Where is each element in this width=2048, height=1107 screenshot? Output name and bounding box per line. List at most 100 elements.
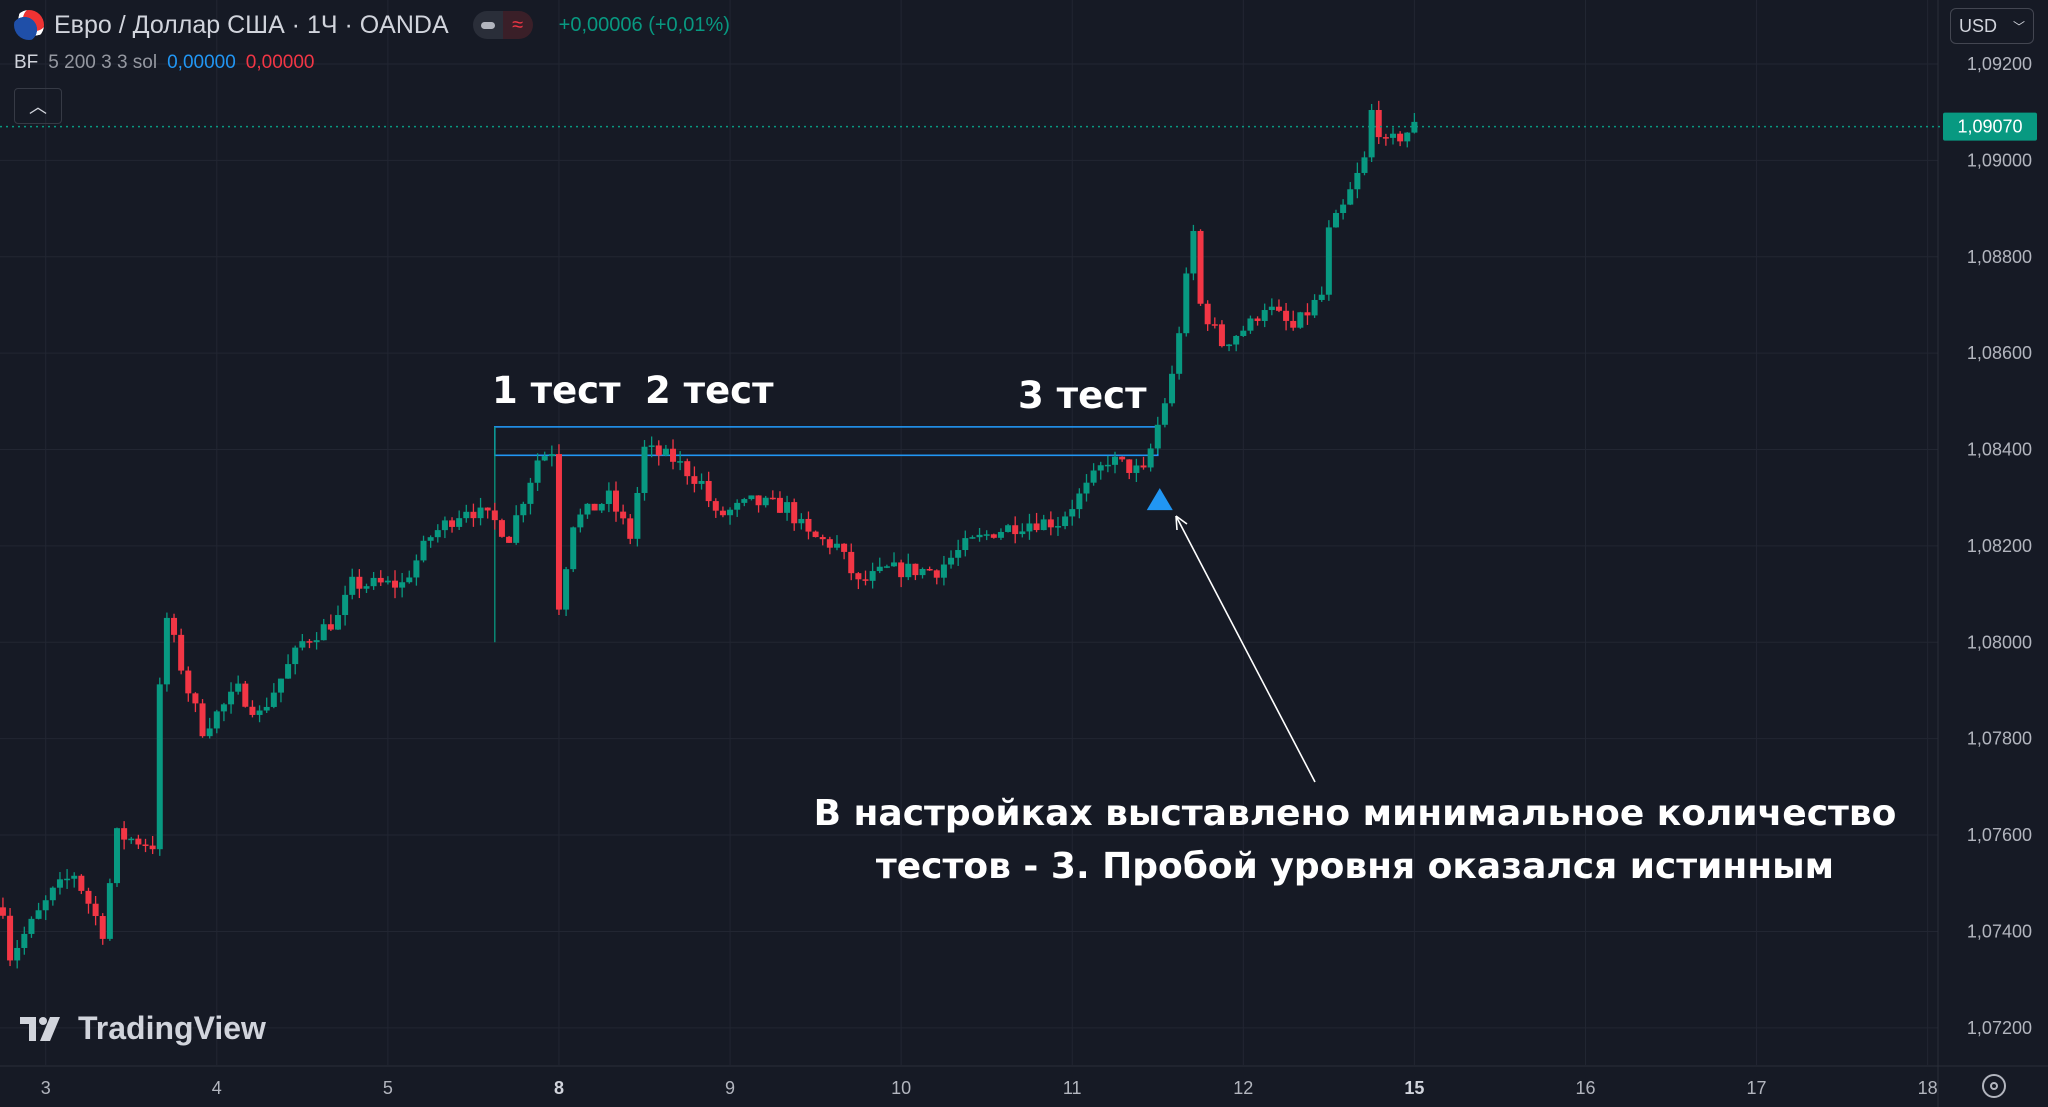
chevron-up-icon: ︿	[29, 97, 47, 117]
price-tick-label: 1,09200	[1967, 54, 2032, 74]
candle-body	[156, 684, 163, 850]
candle-body	[719, 510, 726, 516]
candle-body	[655, 445, 662, 456]
candle-body	[242, 683, 249, 707]
candle-body	[128, 838, 135, 841]
price-tick-label: 1,08400	[1967, 440, 2032, 460]
candle-body	[734, 502, 741, 510]
candle-body	[427, 537, 434, 541]
time-tick-label: 9	[725, 1078, 735, 1098]
settings-gear-icon[interactable]	[1982, 1074, 2006, 1098]
candle-body	[0, 907, 6, 916]
candle-body	[1090, 470, 1097, 483]
collapse-legend-button[interactable]: ︿	[14, 88, 62, 124]
symbol-title[interactable]: Евро / Доллар США · 1Ч · OANDA	[54, 10, 449, 39]
candle-body	[1332, 213, 1339, 228]
candle-body	[1076, 493, 1083, 510]
candle-body	[121, 828, 128, 840]
candle-body	[56, 879, 63, 888]
candle-body	[727, 509, 734, 516]
candle-body	[1254, 318, 1261, 321]
time-tick-label: 10	[891, 1078, 911, 1098]
candle-body	[71, 875, 78, 879]
candle-body	[498, 520, 505, 537]
candle-body	[1190, 230, 1197, 274]
candle-body	[605, 490, 612, 504]
candle-body	[876, 566, 883, 572]
candle-body	[926, 569, 933, 571]
candle-body	[1218, 324, 1225, 347]
candle-body	[206, 728, 213, 737]
time-tick-label: 4	[212, 1078, 222, 1098]
candle-body	[1347, 189, 1354, 205]
candle-body	[235, 683, 242, 692]
indicator-value-2: 0,00000	[245, 52, 315, 73]
candle-body	[506, 536, 513, 543]
candle-body	[990, 534, 997, 538]
candle-body	[7, 915, 14, 961]
candle-body	[1147, 448, 1154, 468]
indicator-legend[interactable]: BF 5 200 3 3 sol 0,00000 0,00000	[14, 52, 314, 74]
time-tick-label: 18	[1918, 1078, 1938, 1098]
candle-body	[1368, 109, 1375, 158]
candle-body	[1211, 324, 1218, 326]
candle-body	[976, 534, 983, 538]
candle-body	[1397, 133, 1404, 142]
candle-body	[1197, 230, 1204, 304]
candle-body	[1097, 465, 1104, 471]
candle-body	[449, 520, 456, 527]
candle-body	[997, 531, 1004, 538]
candle-body	[28, 918, 35, 934]
test3-label: 3 тест	[1018, 374, 1147, 417]
candle-body	[805, 518, 812, 532]
candle-body	[299, 641, 306, 648]
candle-body	[249, 706, 256, 715]
price-tick-label: 1,08000	[1967, 632, 2032, 652]
tradingview-logo[interactable]: TradingView	[20, 1010, 266, 1047]
candle-body	[256, 710, 263, 715]
candle-body	[1133, 465, 1140, 473]
indicator-name[interactable]: BF	[14, 52, 39, 73]
candle-body	[670, 448, 677, 462]
candle-body	[85, 890, 92, 904]
candle-body	[342, 594, 349, 616]
candle-body	[49, 887, 56, 901]
candle-body	[1019, 531, 1026, 535]
candle-body	[406, 577, 413, 583]
candle-body	[798, 518, 805, 524]
price-change: +0,00006 (+0,01%)	[558, 13, 730, 36]
candle-body	[776, 497, 783, 513]
candle-body	[135, 838, 142, 845]
candle-body	[1069, 509, 1076, 517]
candle-body	[42, 900, 49, 911]
candle-body	[662, 448, 669, 456]
candle-body	[1104, 464, 1111, 467]
market-status-toggle[interactable]: ≈	[472, 11, 533, 39]
candle-body	[1240, 330, 1247, 336]
candle-body	[377, 577, 384, 583]
candle-body	[1111, 456, 1118, 465]
price-tick-label: 1,07800	[1967, 729, 2032, 749]
test1-label: 1 тест	[492, 369, 621, 412]
candle-body	[513, 515, 520, 543]
candle-body	[591, 503, 598, 511]
symbol-header[interactable]: Евро / Доллар США · 1Ч · OANDA ≈ +0,0000…	[14, 10, 730, 40]
current-price-marker: 1,09070	[0, 112, 2037, 141]
candle-body	[741, 499, 748, 503]
candle-body	[520, 503, 527, 516]
candle-body	[199, 703, 206, 737]
candle-body	[1268, 306, 1275, 311]
approx-icon: ≈	[502, 11, 533, 39]
candle-body	[441, 520, 448, 531]
candle-body	[92, 903, 99, 917]
candle-body	[577, 514, 584, 528]
candle-body	[563, 569, 570, 610]
candle-body	[969, 537, 976, 539]
candle-body	[99, 916, 106, 939]
currency-select[interactable]: USD ﹀	[1950, 8, 2034, 44]
candle-body	[598, 503, 605, 511]
candle-body	[898, 562, 905, 578]
candle-body	[812, 531, 819, 538]
candle-body	[1040, 519, 1047, 531]
